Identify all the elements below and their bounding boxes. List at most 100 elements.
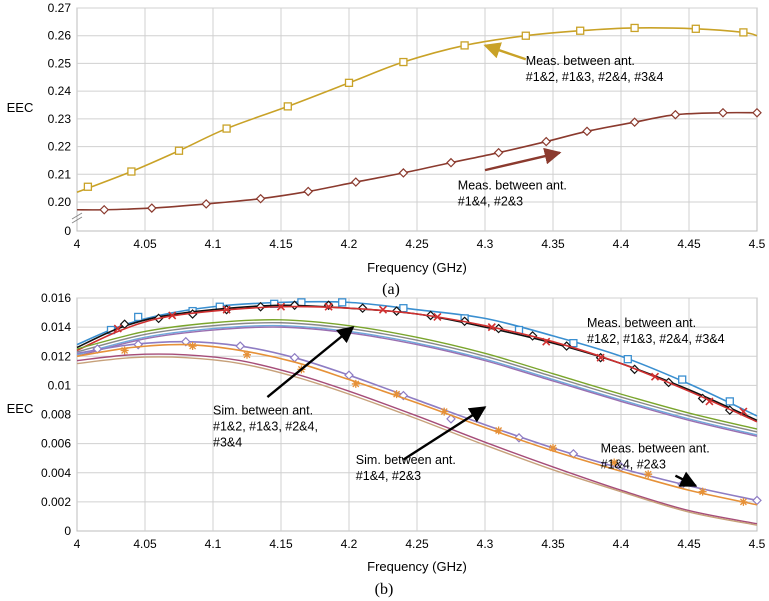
series-10 (76, 356, 758, 526)
data-point (629, 117, 640, 128)
data-point (739, 28, 748, 37)
y-tick-label: 0 (64, 224, 71, 238)
series-9 (76, 353, 758, 525)
series-line (76, 321, 758, 433)
series-4 (76, 321, 758, 433)
data-point (392, 390, 401, 399)
data-point (180, 336, 191, 347)
data-point (168, 311, 177, 320)
data-point (582, 126, 592, 137)
annotation-text: Sim. between ant. (356, 453, 456, 467)
series-line (76, 356, 758, 526)
data-point (344, 78, 354, 87)
caption-b: (b) (375, 581, 394, 598)
annotation-text: Sim. between ant. (213, 404, 313, 418)
x-tick-label: 4.35 (541, 537, 565, 551)
x-tick-label: 4.05 (133, 237, 157, 251)
data-point (146, 203, 157, 213)
series-line (76, 305, 758, 423)
series-0 (76, 23, 758, 194)
x-tick-label: 4.45 (677, 537, 701, 551)
y-tick-label: 0.24 (48, 84, 72, 98)
data-point (549, 443, 557, 452)
y-tick-label: 0.012 (41, 349, 71, 363)
data-point (120, 346, 129, 355)
data-point (303, 186, 314, 197)
x-tick-label: 4.2 (341, 537, 358, 551)
data-point (283, 102, 292, 111)
y-tick-label: 0.006 (41, 437, 71, 451)
series-line (76, 27, 758, 194)
chart-panel-a: 0 0.20 0.21 0.22 0.23 0.24 0.25 0.26 0.27 4 4.05 4.… (7, 1, 766, 275)
data-point (276, 302, 286, 311)
data-point (650, 372, 660, 381)
y-tick-label: 0.27 (48, 1, 72, 15)
data-point (644, 470, 653, 479)
data-point (255, 193, 266, 204)
x-tick-label: 4.25 (405, 537, 429, 551)
data-point (542, 337, 551, 346)
y-tick-label: 0.22 (48, 140, 72, 154)
data-point (678, 375, 687, 384)
data-point (324, 302, 333, 311)
chart-panel-b: 0 0.002 0.004 0.006 0.008 0.01 0.012 0.014 0.016… (7, 291, 766, 574)
data-point (576, 26, 585, 35)
x-tick-label: 4.5 (749, 537, 766, 551)
data-point (493, 147, 504, 158)
x-tick-label: 4.5 (749, 237, 766, 251)
series-line (76, 326, 758, 438)
data-point (541, 136, 552, 147)
data-point (623, 355, 632, 364)
x-tick-label: 4.35 (541, 237, 565, 251)
y-tick-label: 0.20 (48, 195, 72, 209)
x-tick-label: 4.3 (477, 537, 494, 551)
y-tick-label: 0.002 (41, 495, 71, 509)
data-point (610, 458, 619, 467)
data-point (698, 487, 707, 496)
data-point (222, 305, 231, 314)
series-1 (76, 107, 762, 215)
x-tick-label: 4.4 (613, 537, 630, 551)
data-point (134, 312, 143, 322)
series-line (76, 353, 758, 525)
annotation-2: Sim. between ant. #1&4, #2&3 (356, 406, 487, 483)
data-point (398, 390, 409, 401)
x-tick-label: 4 (74, 237, 81, 251)
series-line (76, 343, 758, 506)
data-point (174, 146, 184, 155)
y-axis-label: EEC (7, 401, 34, 416)
data-point (718, 107, 728, 118)
data-point (113, 324, 122, 333)
x-tick-label: 4.4 (613, 237, 630, 251)
annotation-text: #3&4 (213, 436, 242, 450)
annotation-text: #1&2, #1&3, #2&4, (213, 420, 318, 434)
data-point (569, 338, 578, 348)
annotation-1: Meas. between ant. #1&4, #2&3 (458, 147, 567, 209)
data-point (670, 109, 681, 120)
x-axis-label: Frequency (GHz) (367, 260, 467, 275)
annotation-3: Meas. between ant. #1&4, #2&3 (601, 441, 710, 487)
annotation-0: Meas. between ant. #1&2, #1&3, #2&4, #3&4 (587, 316, 725, 346)
series-2 (76, 302, 758, 423)
data-point (243, 350, 251, 359)
annotation-arrow (674, 471, 698, 487)
annotation-text: #1&4, #2&3 (458, 195, 523, 209)
y-tick-label: 0.26 (48, 29, 72, 43)
x-tick-label: 4.2 (341, 237, 358, 251)
annotation-text: Meas. between ant. (526, 54, 635, 68)
annotation-text: Meas. between ant. (601, 441, 710, 455)
y-tick-label: 0.008 (41, 408, 71, 422)
data-point (725, 397, 734, 406)
data-point (446, 414, 456, 424)
annotation-arrow (483, 42, 527, 61)
y-tick-label: 0.25 (48, 56, 72, 70)
data-point (697, 393, 708, 404)
y-axis-label: EEC (7, 100, 34, 115)
y-tick-label: 0.014 (41, 320, 71, 334)
data-point (351, 379, 360, 388)
annotation-text: Meas. between ant. (458, 179, 567, 193)
y-tick-label: 0.01 (48, 378, 72, 392)
data-point (691, 24, 700, 33)
annotation-text: #1&2, #1&3, #2&4, #3&4 (526, 70, 664, 84)
